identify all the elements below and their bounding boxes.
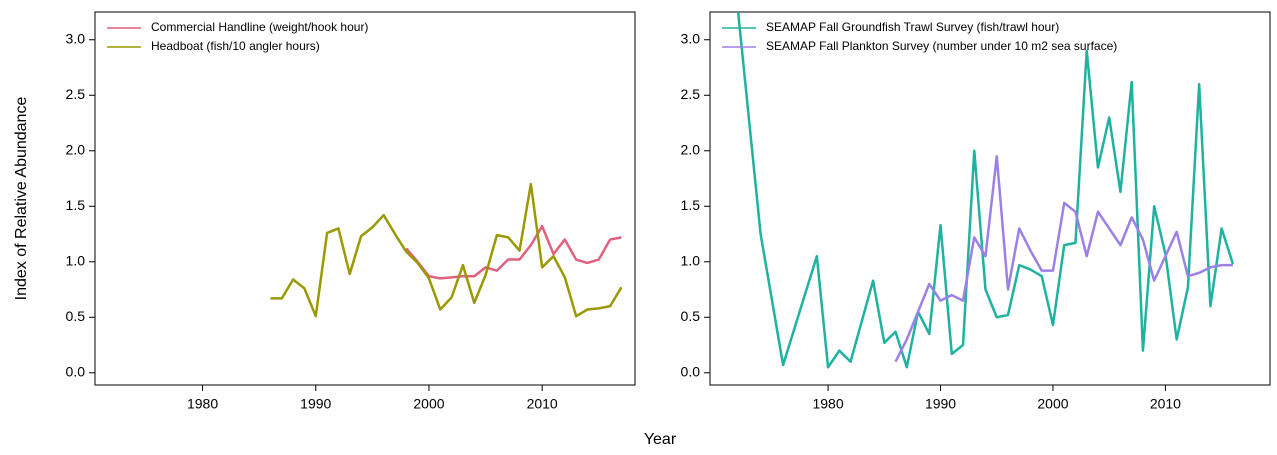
legend-label: Commercial Handline (weight/hook hour) — [151, 20, 368, 34]
x-tick-label: 2010 — [1150, 396, 1181, 412]
legend-label: SEAMAP Fall Groundfish Trawl Survey (fis… — [766, 20, 1059, 34]
legend-label: Headboat (fish/10 angler hours) — [151, 39, 320, 53]
x-tick-label: 1980 — [812, 396, 843, 412]
x-tick-label: 2010 — [527, 396, 558, 412]
y-tick-label: 1.5 — [66, 197, 86, 213]
y-tick-label: 3.0 — [681, 30, 701, 46]
y-tick-label: 1.5 — [681, 197, 701, 213]
series-line — [405, 225, 622, 280]
x-axis-title: Year — [644, 431, 677, 448]
y-tick-label: 1.0 — [66, 252, 86, 268]
x-tick-label: 2000 — [413, 396, 444, 412]
y-tick-label: 0.0 — [66, 363, 86, 379]
y-tick-label: 0.0 — [681, 363, 701, 379]
plot-frame — [709, 11, 1271, 386]
y-tick-label: 2.0 — [66, 141, 86, 157]
y-axis-title: Index of Relative Abundance — [13, 97, 30, 301]
series-line — [894, 155, 1233, 363]
series-line — [736, 11, 1235, 369]
legend-label: SEAMAP Fall Plankton Survey (number unde… — [766, 39, 1117, 53]
y-tick-label: 2.0 — [681, 141, 701, 157]
y-tick-label: 1.0 — [681, 252, 701, 268]
y-tick-label: 0.5 — [66, 308, 86, 324]
series-line — [270, 182, 623, 318]
x-tick-label: 1980 — [187, 396, 218, 412]
plot-frame — [94, 11, 636, 386]
x-tick-label: 2000 — [1037, 396, 1068, 412]
y-tick-label: 0.5 — [681, 308, 701, 324]
y-tick-label: 3.0 — [66, 30, 86, 46]
x-tick-label: 1990 — [300, 396, 331, 412]
y-tick-label: 2.5 — [681, 86, 701, 102]
x-tick-label: 1990 — [925, 396, 956, 412]
y-tick-label: 2.5 — [66, 86, 86, 102]
